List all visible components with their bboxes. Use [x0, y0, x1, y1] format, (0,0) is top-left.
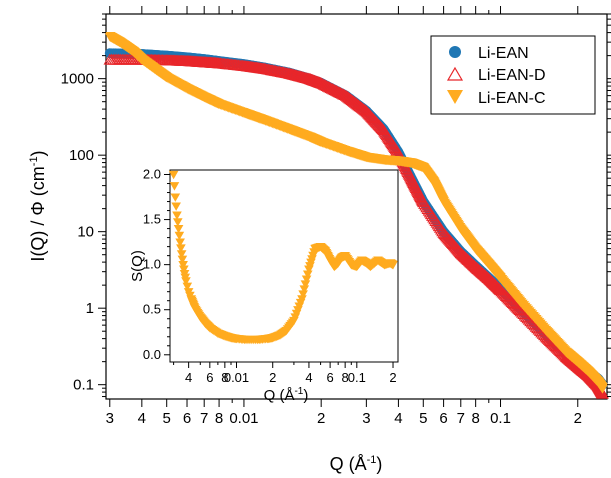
- inset-data-point: [169, 182, 180, 191]
- inset-data-point: [298, 290, 308, 299]
- main-x-tick-label: 4: [394, 410, 402, 427]
- legend-marker-li-ean: [449, 46, 461, 58]
- inset-series-li-ean-c: [168, 170, 398, 345]
- main-x-tick-label: 8: [471, 410, 479, 427]
- data-point: [596, 387, 609, 399]
- main-x-tick-label: 4: [138, 410, 146, 427]
- main-x-axis-title: Q (Å-1): [330, 454, 383, 474]
- main-x-tick-label: 0.1: [490, 410, 511, 427]
- inset-x-tick-label: 4: [185, 370, 192, 385]
- main-x-tick-label: 0.01: [229, 410, 258, 427]
- inset-data-point: [179, 265, 189, 274]
- main-plot-frame: [105, 13, 608, 400]
- inset-y-tick-label: 0.5: [143, 302, 161, 317]
- data-point: [514, 305, 528, 317]
- inset-data-point: [174, 231, 185, 241]
- main-x-tick-label: 2: [574, 410, 582, 427]
- main-y-tick-label: 10: [77, 224, 94, 241]
- inset-y-axis-title: S(Q): [129, 250, 146, 282]
- inset-data-point: [301, 275, 312, 284]
- data-point: [358, 104, 372, 116]
- main-x-tick-label: 3: [106, 410, 114, 427]
- legend-label-li-ean: Li-EAN: [478, 45, 529, 62]
- inset-data-point: [388, 261, 398, 270]
- main-y-tick-label: 0.1: [73, 377, 94, 394]
- inset-plot: 4 6 80.01 2 4 6 8 0.1 20.00.51.01.52.0 Q (Å-1) S…: [129, 167, 399, 404]
- inset-data-point: [299, 285, 310, 294]
- data-point: [597, 384, 609, 394]
- inset-data-point: [182, 282, 193, 292]
- main-y-axis-title: I(Q) / Φ (cm-1): [28, 150, 48, 261]
- data-point: [517, 308, 530, 320]
- inset-data-point: [173, 224, 184, 234]
- inset-axes: 4 6 80.01 2 4 6 8 0.1 20.00.51.01.52.0: [143, 167, 397, 385]
- main-x-tick-label: 6: [439, 410, 447, 427]
- inset-data-point: [170, 193, 181, 202]
- legend-label-li-ean-c: Li-EAN-C: [478, 90, 546, 107]
- inset-x-tick-label: 2: [269, 370, 276, 385]
- legend-marker-li-ean-c: [447, 90, 463, 104]
- main-x-tick-label: 3: [362, 410, 370, 427]
- inset-data-point: [178, 261, 188, 270]
- inset-y-tick-label: 1.5: [143, 212, 161, 227]
- inset-data-point: [175, 238, 185, 247]
- legend-label-li-ean-d: Li-EAN-D: [478, 67, 546, 84]
- series-li-ean-c: [104, 32, 609, 394]
- main-y-tick-label: 1: [86, 300, 94, 317]
- inset-data-point: [176, 244, 186, 253]
- data-point: [357, 103, 371, 115]
- inset-data-point: [177, 255, 188, 265]
- main-x-tick-label: 6: [183, 410, 191, 427]
- main-y-tick-label: 100: [69, 147, 94, 164]
- inset-x-tick-label: 6: [206, 370, 213, 385]
- inset-x-tick-label: 0.1: [348, 370, 366, 385]
- inset-x-tick-label: 0.01: [224, 370, 249, 385]
- inset-data-point: [176, 250, 187, 259]
- inset-data-point: [168, 170, 179, 180]
- inset-x-tick-label: 8: [221, 370, 228, 385]
- legend-marker-li-ean-d: [446, 66, 464, 81]
- legend: Li-EAN Li-EAN-D Li-EAN-C: [430, 35, 596, 115]
- main-x-tick-label: 2: [317, 410, 325, 427]
- main-y-tick-label: 1000: [61, 71, 94, 88]
- main-x-tick-label: 5: [419, 410, 427, 427]
- inset-x-tick-label: 6: [327, 370, 334, 385]
- inset-x-tick-label: 8: [342, 370, 349, 385]
- inset-plot-frame: [169, 169, 399, 363]
- data-point: [515, 306, 529, 318]
- main-x-tick-label: 8: [215, 410, 223, 427]
- main-x-tick-label: 5: [163, 410, 171, 427]
- inset-data-point: [171, 202, 181, 211]
- inset-data-point: [300, 280, 311, 289]
- inset-x-axis-title: Q (Å-1): [264, 386, 309, 404]
- inset-data-point: [172, 218, 183, 227]
- inset-y-tick-label: 1.0: [143, 257, 161, 272]
- inset-y-tick-label: 2.0: [143, 167, 161, 182]
- main-series-group: [103, 32, 609, 399]
- inset-data-point: [172, 211, 182, 220]
- inset-y-tick-label: 0.0: [143, 347, 161, 362]
- inset-data-point: [297, 295, 307, 304]
- data-point: [518, 309, 532, 321]
- inset-data-point: [302, 270, 313, 279]
- main-x-tick-label: 7: [457, 410, 465, 427]
- main-x-tick-label: 7: [200, 410, 208, 427]
- inset-x-tick-label: 4: [305, 370, 312, 385]
- inset-data-point: [181, 277, 191, 286]
- inset-series-group: [168, 170, 398, 345]
- inset-x-tick-label: 2: [389, 370, 396, 385]
